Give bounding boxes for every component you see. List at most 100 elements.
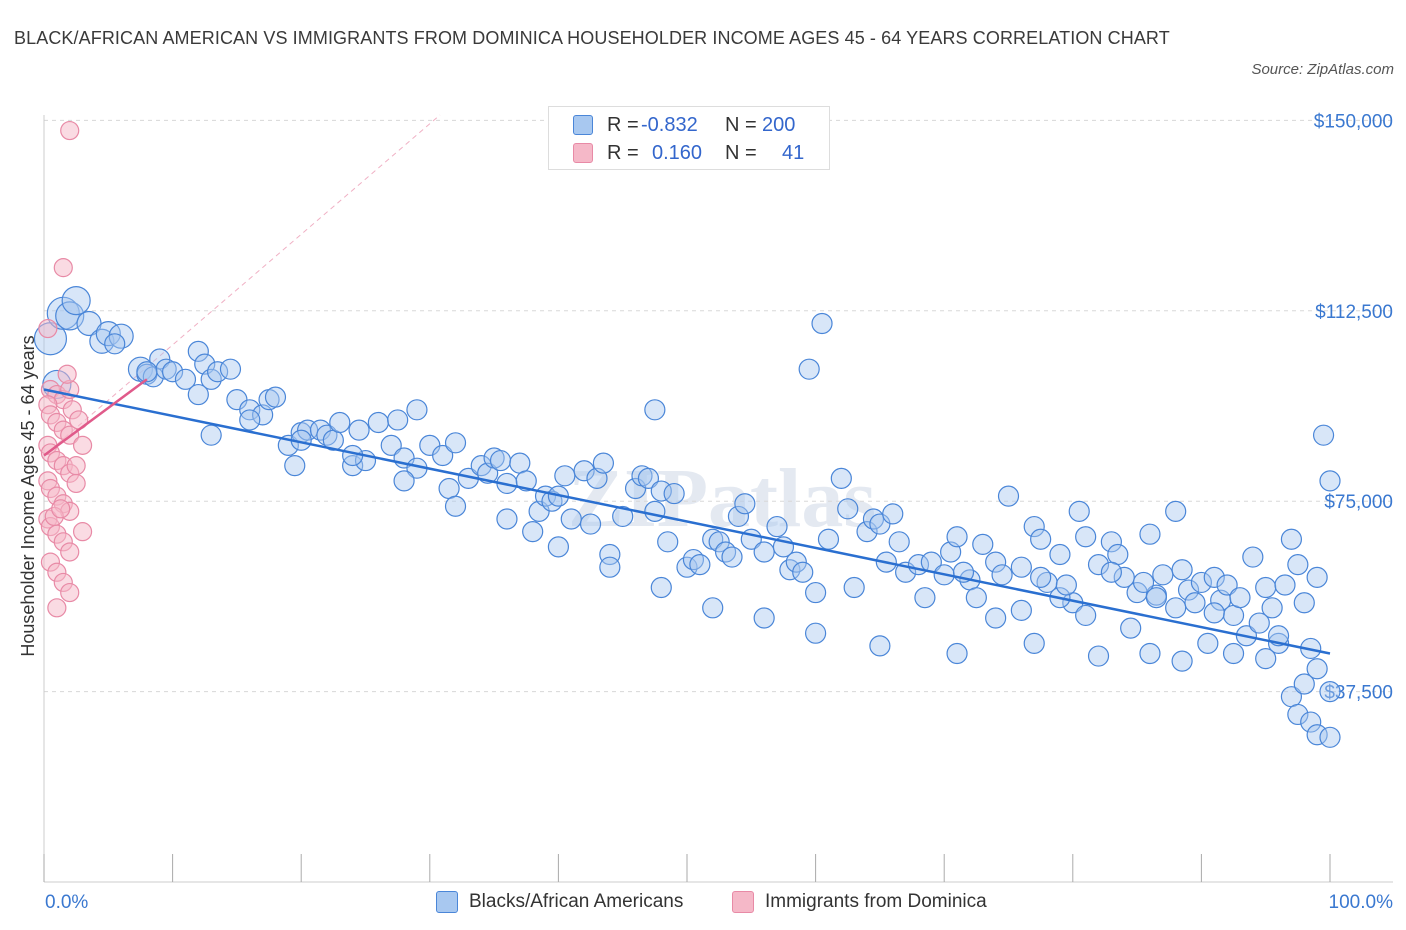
- data-point-blacks: [380, 434, 402, 456]
- data-point-blacks: [1306, 566, 1328, 588]
- data-point-blacks: [1312, 424, 1335, 446]
- data-point-blacks: [1306, 724, 1328, 746]
- data-point-blacks: [329, 411, 351, 434]
- legend-r-label: R =: [607, 142, 639, 164]
- data-point-blacks: [1255, 647, 1277, 670]
- y-tick-label: $112,500: [1315, 302, 1393, 323]
- data-point-blacks: [804, 622, 827, 644]
- data-point-blacks: [348, 419, 370, 441]
- data-point-blacks: [689, 554, 711, 576]
- data-point-blacks: [573, 460, 595, 482]
- data-point-blacks: [1293, 673, 1315, 695]
- data-point-blacks: [149, 348, 171, 370]
- data-point-blacks: [1319, 680, 1341, 703]
- data-point-blacks: [174, 368, 197, 390]
- data-point-blacks: [1171, 559, 1193, 581]
- data-point-blacks: [792, 561, 814, 583]
- data-point-blacks: [888, 531, 910, 553]
- data-point-blacks: [1222, 604, 1245, 627]
- data-point-blacks: [644, 399, 666, 421]
- data-point-blacks: [721, 546, 743, 568]
- data-point-blacks: [1190, 571, 1213, 594]
- data-point-blacks: [657, 531, 679, 553]
- data-point-blacks: [914, 587, 936, 609]
- data-point-blacks: [1132, 571, 1155, 594]
- data-point-blacks: [432, 444, 454, 467]
- source-label: Source: ZipAtlas.com: [1251, 61, 1394, 78]
- data-point-blacks: [1229, 587, 1251, 609]
- data-point-blacks: [843, 576, 865, 599]
- legend-r-value: 0.160: [652, 142, 703, 164]
- data-point-blacks: [753, 541, 775, 563]
- data-point-blacks: [207, 361, 229, 383]
- legend-swatch-pink: [573, 143, 593, 163]
- bottom-legend-label: Immigrants from Dominica: [765, 891, 987, 912]
- data-point-blacks: [753, 607, 775, 629]
- data-point-blacks: [997, 485, 1020, 507]
- trendline-blacks: [43, 388, 1331, 655]
- data-point-blacks: [798, 358, 820, 380]
- data-point-blacks: [444, 432, 467, 454]
- data-point-blacks: [61, 286, 91, 316]
- data-point-blacks: [1319, 726, 1341, 748]
- data-point-blacks: [965, 587, 987, 609]
- data-point-blacks: [644, 500, 666, 522]
- data-point-dominica: [60, 120, 80, 141]
- data-point-blacks: [1049, 543, 1071, 566]
- data-point-dominica: [66, 456, 86, 476]
- x-tick-label-min: 0.0%: [45, 892, 88, 913]
- data-point-blacks: [804, 581, 827, 604]
- data-point-blacks: [1248, 612, 1270, 634]
- data-point-blacks: [734, 493, 756, 515]
- data-point-blacks: [1287, 703, 1309, 726]
- data-point-blacks: [1203, 602, 1225, 624]
- stats-legend: R = -0.832 N = 200 R = 0.160 N = 41: [548, 106, 830, 170]
- data-point-blacks: [1145, 587, 1167, 609]
- data-point-blacks: [1075, 604, 1097, 627]
- data-point-blacks: [515, 470, 537, 492]
- data-point-blacks: [946, 642, 968, 665]
- legend-r-label: R =: [607, 114, 639, 136]
- data-point-blacks: [612, 505, 634, 528]
- data-point-blacks: [856, 521, 878, 543]
- data-point-dominica: [60, 542, 80, 562]
- data-point-blacks: [1068, 500, 1090, 522]
- data-point-blacks: [1152, 564, 1174, 586]
- data-point-blacks: [817, 528, 840, 550]
- data-point-blacks: [104, 333, 126, 355]
- data-point-blacks: [1293, 592, 1315, 614]
- data-point-blacks: [1222, 642, 1245, 665]
- data-point-dominica: [66, 473, 86, 494]
- y-tick-label: $75,000: [1324, 492, 1393, 513]
- data-point-dominica: [60, 582, 80, 603]
- data-point-blacks: [444, 495, 467, 517]
- data-point-blacks: [592, 452, 615, 474]
- data-point-blacks: [1087, 645, 1110, 667]
- data-point-blacks: [547, 536, 570, 558]
- legend-row-dominica: R = 0.160 N = 41: [549, 140, 829, 166]
- data-point-blacks: [1120, 617, 1142, 639]
- data-point-blacks: [702, 597, 724, 619]
- data-point-blacks: [1165, 500, 1187, 522]
- bottom-legend-swatch-blue: [436, 891, 458, 913]
- data-point-blacks: [1010, 599, 1032, 621]
- data-point-blacks: [1261, 597, 1283, 619]
- data-point-blacks: [1010, 556, 1032, 578]
- data-point-blacks: [946, 526, 968, 548]
- data-point-blacks: [406, 399, 428, 421]
- data-point-blacks: [264, 386, 287, 408]
- data-point-blacks: [1055, 574, 1077, 596]
- data-point-blacks: [1100, 531, 1122, 553]
- y-tick-label: $150,000: [1314, 111, 1393, 132]
- data-point-blacks: [1319, 470, 1341, 492]
- data-point-blacks: [830, 467, 852, 489]
- data-point-blacks: [663, 482, 685, 505]
- data-point-blacks: [1023, 632, 1045, 654]
- legend-swatch-blue: [573, 115, 593, 135]
- data-point-blacks: [1203, 566, 1225, 588]
- data-point-blacks: [708, 531, 730, 553]
- data-point-blacks: [522, 521, 544, 543]
- data-point-blacks: [554, 465, 576, 487]
- trendline-dominica: [43, 378, 148, 457]
- data-point-blacks: [1075, 526, 1097, 548]
